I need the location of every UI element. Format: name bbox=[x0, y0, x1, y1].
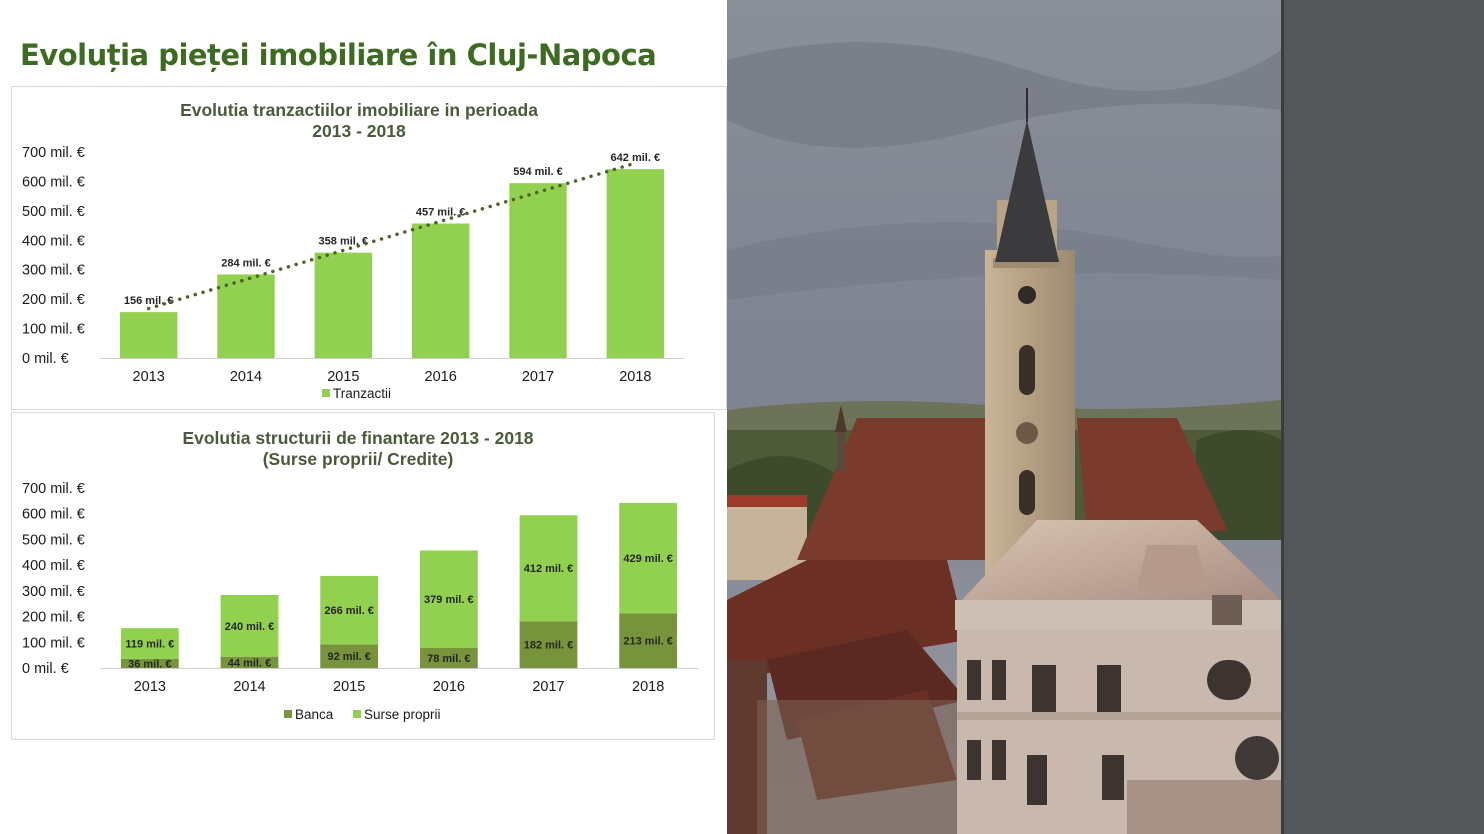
transactions-ytick-label: 200 mil. € bbox=[22, 292, 85, 308]
financing-xtick-label: 2017 bbox=[532, 679, 564, 695]
transactions-bar-tranzactii bbox=[217, 274, 275, 358]
financing-xtick-label: 2014 bbox=[233, 679, 265, 695]
financing-xtick-label: 2015 bbox=[333, 679, 365, 695]
transactions-ytick-label: 700 mil. € bbox=[22, 145, 85, 161]
transactions-data-label: 156 mil. € bbox=[124, 295, 174, 307]
transactions-bar-tranzactii bbox=[509, 183, 567, 358]
transactions-data-label: 642 mil. € bbox=[611, 152, 661, 164]
financing-ytick-label: 400 mil. € bbox=[22, 558, 85, 574]
financing-data-label: 240 mil. € bbox=[225, 621, 275, 633]
financing-chart-title-line-1: Evolutia structurii de finantare 2013 - … bbox=[182, 428, 534, 448]
transactions-data-label: 358 mil. € bbox=[319, 236, 369, 248]
transactions-bar-tranzactii bbox=[314, 252, 373, 358]
transactions-ytick-label: 100 mil. € bbox=[22, 322, 85, 338]
financing-legend-label: Surse proprii bbox=[364, 707, 441, 722]
financing-bar-banca bbox=[120, 658, 179, 668]
transactions-chart-panel: Evolutia tranzactiilor imobiliare in per… bbox=[11, 86, 727, 410]
financing-data-label: 78 mil. € bbox=[427, 653, 470, 665]
financing-legend-swatch bbox=[284, 710, 292, 718]
financing-bar-banca bbox=[220, 656, 279, 668]
transactions-xtick-label: 2014 bbox=[230, 369, 262, 385]
financing-bar-surse-proprii bbox=[619, 502, 678, 614]
financing-data-label: 119 mil. € bbox=[125, 638, 174, 650]
transactions-bar-tranzactii bbox=[119, 312, 178, 358]
transactions-legend-swatch bbox=[322, 389, 330, 397]
financing-ytick-label: 300 mil. € bbox=[22, 584, 85, 600]
financing-ytick-label: 0 mil. € bbox=[22, 661, 69, 677]
financing-data-label: 213 mil. € bbox=[623, 636, 673, 648]
financing-data-label: 266 mil. € bbox=[324, 605, 374, 617]
financing-data-label: 379 mil. € bbox=[424, 594, 474, 606]
transactions-xtick-label: 2017 bbox=[522, 369, 554, 385]
transactions-bar-tranzactii bbox=[411, 223, 470, 358]
transactions-legend-label: Tranzactii bbox=[333, 386, 391, 401]
transactions-ytick-label: 600 mil. € bbox=[22, 174, 85, 190]
financing-data-label: 36 mil. € bbox=[128, 658, 171, 670]
cluj-cityscape-photo bbox=[727, 0, 1281, 834]
transactions-ytick-label: 0 mil. € bbox=[22, 351, 69, 367]
financing-bar-surse-proprii bbox=[120, 628, 179, 659]
transactions-xtick-label: 2015 bbox=[327, 369, 359, 385]
transactions-xtick-label: 2013 bbox=[133, 369, 165, 385]
financing-ytick-label: 200 mil. € bbox=[22, 610, 85, 626]
financing-bar-banca bbox=[619, 613, 678, 668]
financing-legend-swatch bbox=[353, 710, 361, 718]
financing-bar-surse-proprii bbox=[220, 594, 279, 657]
financing-data-label: 412 mil. € bbox=[524, 563, 574, 575]
transactions-data-label: 594 mil. € bbox=[513, 166, 563, 178]
transactions-data-label: 284 mil. € bbox=[221, 257, 271, 269]
financing-xtick-label: 2013 bbox=[134, 679, 166, 695]
financing-ytick-label: 600 mil. € bbox=[22, 507, 85, 523]
transactions-chart-title: Evolutia tranzactiilor imobiliare in per… bbox=[2, 100, 716, 142]
transactions-ytick-label: 500 mil. € bbox=[22, 204, 85, 220]
transactions-bar-tranzactii bbox=[606, 169, 665, 358]
transactions-chart: 0 mil. € 100 mil. € 200 mil. € 300 mil. € 40… bbox=[22, 145, 684, 401]
financing-bar-banca bbox=[419, 647, 478, 668]
financing-bar-banca bbox=[320, 644, 379, 668]
financing-legend-label: Banca bbox=[295, 707, 334, 722]
transactions-data-label: 457 mil. € bbox=[416, 207, 466, 219]
financing-bar-surse-proprii bbox=[519, 515, 578, 622]
financing-data-label: 44 mil. € bbox=[228, 657, 271, 669]
side-band bbox=[1281, 0, 1484, 834]
financing-chart-title-line-2: (Surse proprii/ Credite) bbox=[262, 449, 454, 469]
financing-chart-panel: Evolutia structurii de finantare 2013 - … bbox=[11, 412, 715, 740]
financing-bar-banca bbox=[519, 621, 578, 668]
transactions-xtick-label: 2018 bbox=[619, 369, 651, 385]
financing-ytick-label: 500 mil. € bbox=[22, 532, 85, 548]
transactions-ytick-label: 400 mil. € bbox=[22, 233, 85, 249]
financing-chart: 0 mil. € 100 mil. € 200 mil. € 300 mil. € 40… bbox=[22, 481, 698, 722]
financing-data-label: 92 mil. € bbox=[327, 651, 370, 663]
financing-data-label: 429 mil. € bbox=[623, 553, 673, 565]
transactions-xtick-label: 2016 bbox=[425, 369, 457, 385]
financing-ytick-label: 700 mil. € bbox=[22, 481, 85, 497]
financing-ytick-label: 100 mil. € bbox=[22, 635, 85, 651]
transactions-ytick-label: 300 mil. € bbox=[22, 263, 85, 279]
transactions-chart-title-line-2: 2013 - 2018 bbox=[312, 121, 406, 141]
financing-chart-title: Evolutia structurii de finantare 2013 - … bbox=[7, 428, 709, 470]
financing-bar-surse-proprii bbox=[320, 575, 379, 645]
transactions-chart-title-line-1: Evolutia tranzactiilor imobiliare in per… bbox=[180, 100, 538, 120]
financing-data-label: 182 mil. € bbox=[524, 640, 574, 652]
financing-xtick-label: 2018 bbox=[632, 679, 664, 695]
slide-title: Evoluția pieței imobiliare în Cluj-Napoc… bbox=[20, 38, 657, 72]
financing-xtick-label: 2016 bbox=[433, 679, 465, 695]
financing-bar-surse-proprii bbox=[419, 550, 478, 648]
